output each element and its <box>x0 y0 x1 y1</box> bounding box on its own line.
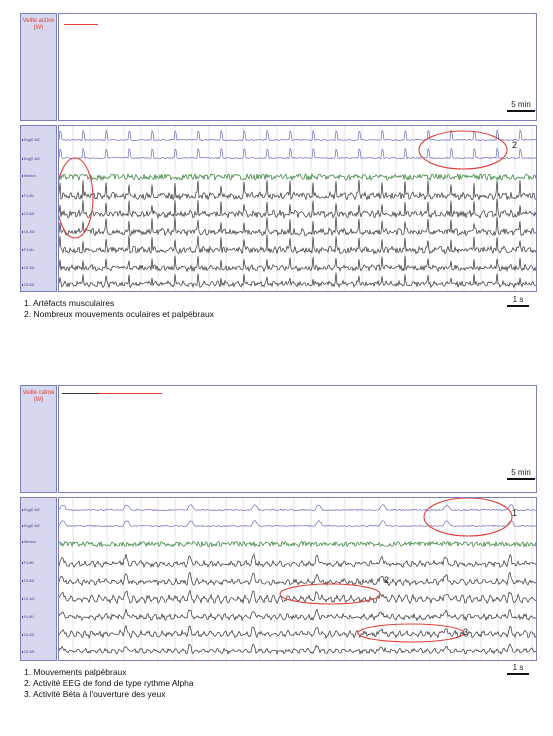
caption-list: 1. Artéfacts musculaires 2. Nombreux mou… <box>24 298 214 320</box>
channel-label: O2-M1 <box>22 283 54 287</box>
channel-label: C4-M1 <box>22 633 54 637</box>
waveform <box>59 504 536 512</box>
hypnogram-marker <box>62 393 98 394</box>
channel-label: O2-M1 <box>22 650 54 654</box>
channel-label: Eog(E-M2 <box>22 508 54 512</box>
eeg-traces <box>59 126 536 291</box>
waveform <box>59 589 536 605</box>
waveform <box>59 553 536 569</box>
channel-label: O1-M2 <box>22 597 54 601</box>
waveform <box>59 198 536 220</box>
channel-label: F4-M1 <box>22 248 54 252</box>
caption-item: 3. Activité Béta à l'ouverture des yeux <box>24 689 166 699</box>
hypnogram <box>58 13 537 121</box>
scale-bar <box>507 110 535 112</box>
hypnogram-marker <box>98 393 162 394</box>
channel-label: C3-M2 <box>22 579 54 583</box>
stage-label: Veille active (W) <box>20 13 57 121</box>
caption-item: 2. Nombreux mouvements oculaires et palp… <box>24 309 214 319</box>
callout-number: 3 <box>463 627 469 637</box>
scale-bar <box>507 673 529 675</box>
waveform <box>59 234 536 255</box>
caption-list: 1. Mouvements palpébraux 2. Activité EEG… <box>24 667 194 700</box>
callout-number: 2 <box>512 140 518 150</box>
eeg-trace-area <box>58 125 537 292</box>
waveform <box>59 216 536 237</box>
channel-label: F3-M2 <box>22 561 54 565</box>
channel-labels: Eog(E-M2 Eog(E-M2 Menton F3-M2 C3-M2 O1-… <box>20 497 57 661</box>
callout-number: 2 <box>384 575 390 585</box>
channel-label: F3-M2 <box>22 194 54 198</box>
channel-label: Menton <box>22 174 54 178</box>
waveform <box>59 129 536 142</box>
channel-labels: Eog(E-M2 Eog(E-M2 Menton F3-M2 C3-M2 O1-… <box>20 125 57 292</box>
waveform <box>59 608 536 622</box>
stage-label-text: Veille calme (W) <box>22 390 55 403</box>
annotation-ellipse <box>418 130 508 170</box>
trace-scale-text: 1 s <box>512 295 524 304</box>
stage-label-text: Veille active (W) <box>22 18 55 31</box>
waveform <box>59 643 536 656</box>
waveform <box>59 571 536 587</box>
trace-scale-text: 1 s <box>512 663 524 672</box>
callout-number: 1 <box>512 508 518 518</box>
hypnogram-marker <box>64 24 98 25</box>
channel-label: O1-M2 <box>22 230 54 234</box>
waveform <box>59 624 536 639</box>
waveform <box>59 520 536 528</box>
hypnogram-scale: 5 min <box>507 468 535 480</box>
channel-label: Menton <box>22 540 54 544</box>
annotation-ellipse <box>59 157 94 239</box>
channel-label: C3-M2 <box>22 212 54 216</box>
waveform <box>59 147 536 160</box>
hypnogram-scale-text: 5 min <box>511 100 531 109</box>
hypnogram-scale: 5 min <box>507 100 535 112</box>
caption-item: 1. Artéfacts musculaires <box>24 298 115 308</box>
hypnogram-scale-text: 5 min <box>511 468 531 477</box>
channel-label: Eog(E-M2 <box>22 524 54 528</box>
channel-label: F4-M1 <box>22 615 54 619</box>
channel-label: C4-M1 <box>22 266 54 270</box>
waveform <box>59 272 536 289</box>
trace-scale: 1 s <box>507 663 529 675</box>
scale-bar <box>507 478 535 480</box>
scale-bar <box>507 305 529 307</box>
caption-item: 1. Mouvements palpébraux <box>24 667 127 677</box>
waveform <box>59 540 536 548</box>
hypnogram <box>58 385 537 493</box>
annotation-ellipse <box>357 623 465 643</box>
waveform <box>59 172 536 182</box>
waveform <box>59 179 536 201</box>
annotation-ellipse <box>423 498 513 537</box>
eeg-trace-area <box>58 497 537 661</box>
channel-label: Eog(E-M2 <box>22 138 54 142</box>
waveform <box>59 255 536 273</box>
annotation-ellipse <box>279 583 381 605</box>
eeg-traces <box>59 498 536 660</box>
stage-label: Veille calme (W) <box>20 385 57 493</box>
channel-label: Eog(E-M2 <box>22 157 54 161</box>
trace-scale: 1 s <box>507 295 529 307</box>
caption-item: 2. Activité EEG de fond de type rythme A… <box>24 678 194 688</box>
